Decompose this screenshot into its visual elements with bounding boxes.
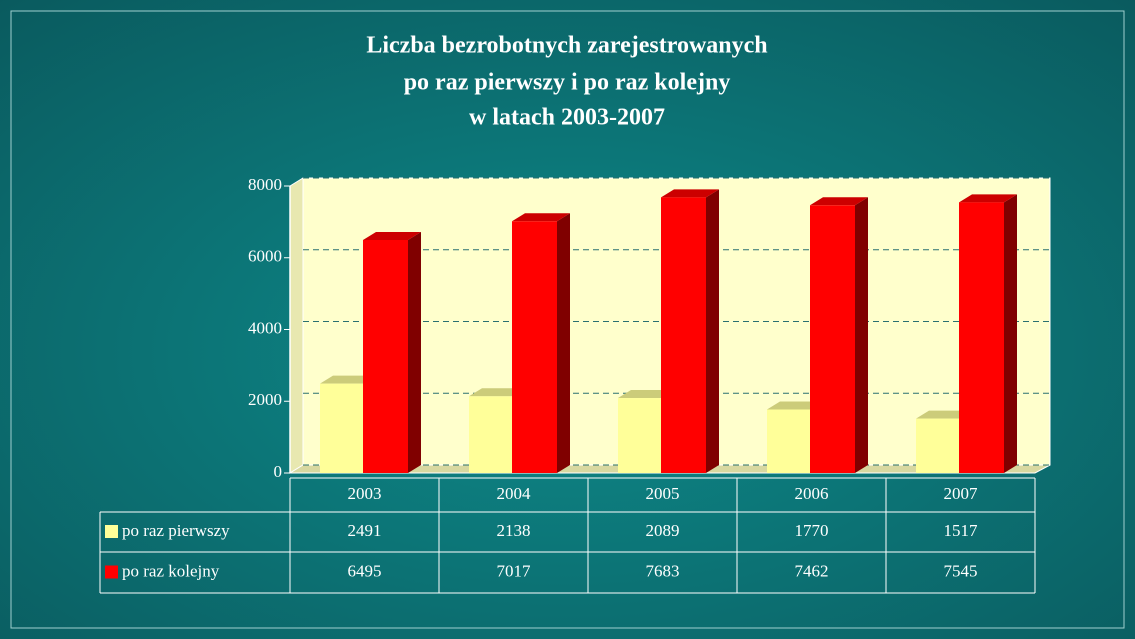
bar (959, 202, 1004, 473)
bar (512, 221, 557, 473)
x-tick-label: 2003 (348, 484, 382, 503)
table-value: 1770 (795, 521, 829, 540)
chart-title: Liczba bezrobotnych zarejestrowanych (366, 33, 767, 59)
bar-top (810, 197, 868, 206)
bar-top (916, 410, 972, 419)
x-tick-label: 2007 (944, 484, 979, 503)
bar (469, 396, 512, 473)
bar-top (618, 390, 674, 399)
y-tick-label: 0 (274, 462, 283, 481)
legend-label: po raz pierwszy (122, 521, 230, 540)
bar-top (512, 213, 570, 222)
table-value: 7462 (795, 561, 829, 580)
bar (661, 197, 706, 473)
y-tick-label: 8000 (248, 175, 282, 194)
bar-side (557, 213, 570, 473)
bar (618, 398, 661, 473)
table-value: 6495 (348, 561, 382, 580)
bar-side (855, 197, 868, 473)
y-tick-label: 2000 (248, 390, 282, 409)
bar-top (661, 189, 719, 198)
table-value: 7683 (646, 561, 680, 580)
bar-side (408, 231, 421, 473)
table-value: 2138 (497, 521, 531, 540)
frame (10, 10, 1125, 629)
bar (767, 409, 810, 473)
legend-swatch (105, 525, 118, 538)
bar-top (320, 375, 376, 384)
chart-title: w latach 2003-2007 (469, 105, 665, 131)
table-value: 2089 (646, 521, 680, 540)
bar-side (1004, 194, 1017, 473)
bar-top (959, 194, 1017, 203)
bar (320, 383, 363, 473)
legend-swatch (105, 565, 118, 579)
table-value: 1517 (944, 521, 979, 540)
bar (810, 205, 855, 473)
side-wall (289, 177, 304, 474)
bar-side (706, 189, 719, 473)
table-value: 2491 (348, 521, 382, 540)
table-value: 7017 (497, 561, 532, 580)
chart-title: po raz pierwszy i po raz kolejny (404, 70, 731, 96)
bar (916, 418, 959, 473)
bar-top (767, 401, 823, 410)
y-tick-label: 6000 (248, 247, 282, 266)
bar-top (469, 388, 525, 397)
bar-top (363, 231, 421, 240)
x-tick-label: 2006 (795, 484, 829, 503)
table-value: 7545 (944, 561, 978, 580)
bar (363, 239, 408, 473)
legend-label: po raz kolejny (122, 561, 220, 580)
x-tick-label: 2004 (497, 484, 532, 503)
y-tick-label: 4000 (248, 318, 282, 337)
x-tick-label: 2005 (646, 484, 680, 503)
